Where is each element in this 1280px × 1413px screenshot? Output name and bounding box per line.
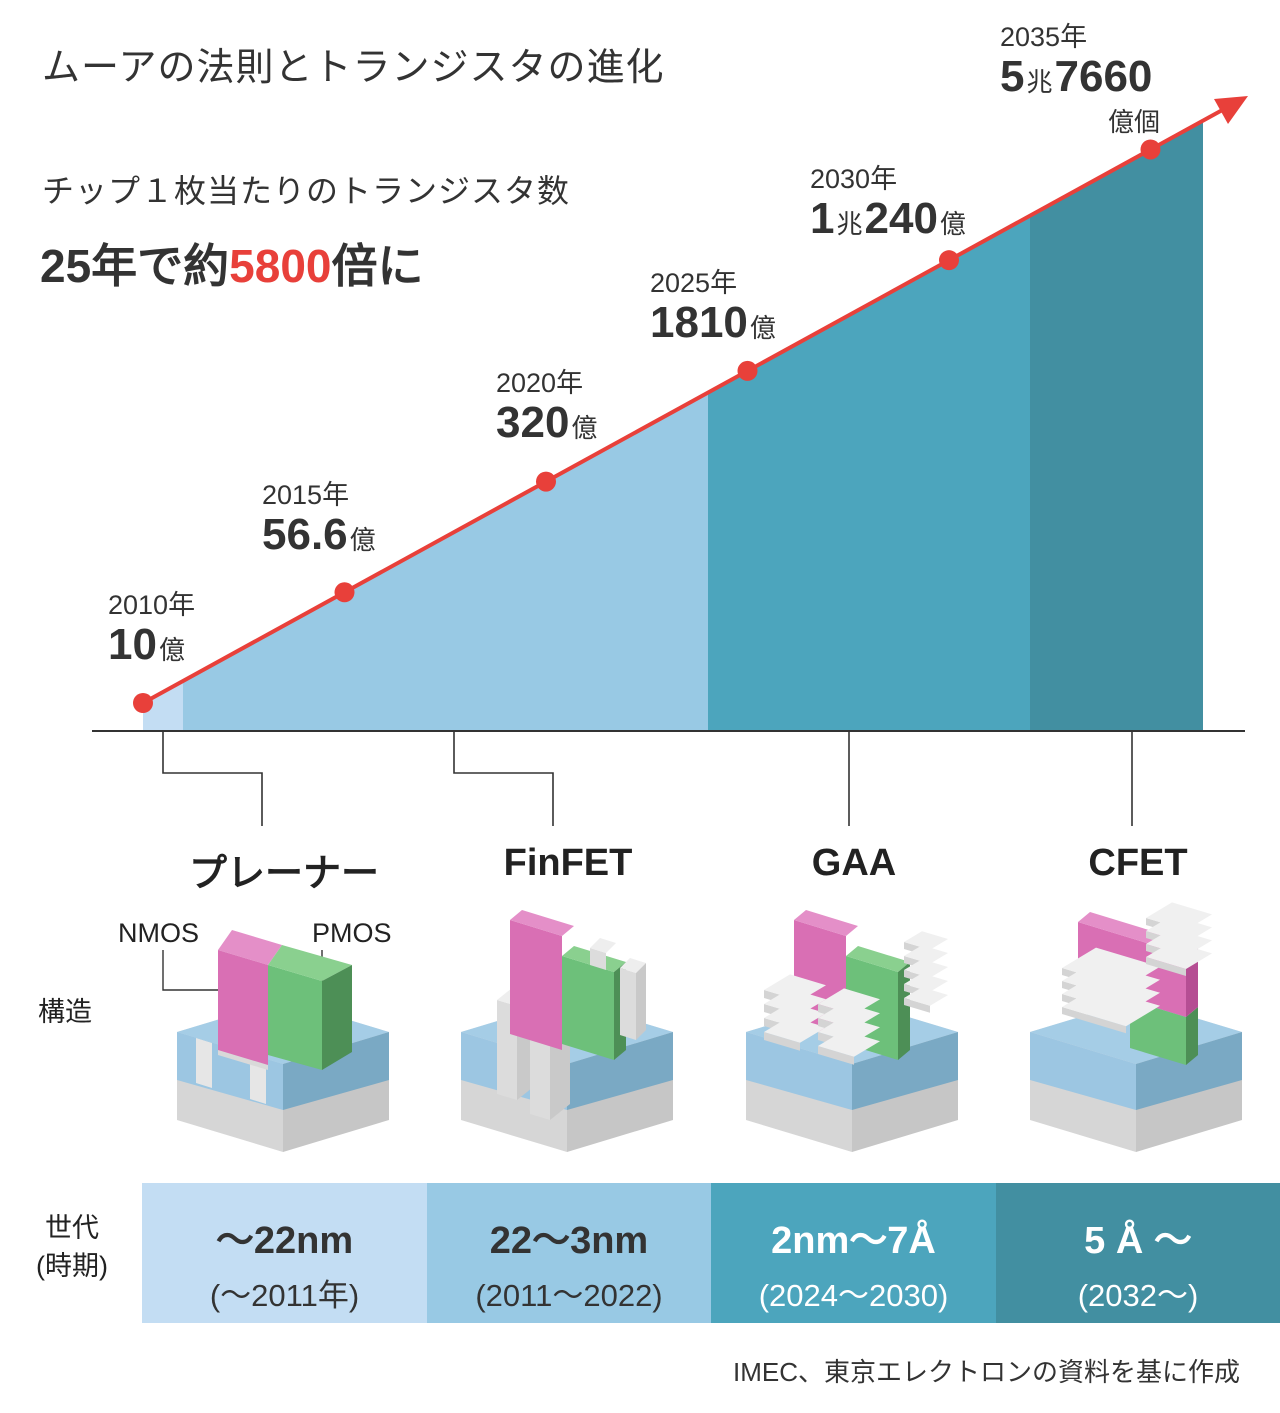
- year-2015: 2015年: [262, 480, 350, 510]
- label-2035: 2035年 5兆7660: [1000, 24, 1152, 99]
- tech-cfet: CFET: [1088, 842, 1188, 884]
- generation-planar: ～22nm (～2011年): [142, 1183, 427, 1323]
- headline: 25年で約5800倍に: [40, 230, 424, 296]
- year-2025: 2025年: [650, 268, 738, 298]
- gaa-sheet-front-1-top: [818, 1002, 880, 1029]
- generation-finfet-node: 22～3nm: [489, 1220, 649, 1262]
- year-2010: 2010年: [108, 590, 196, 620]
- gaa-sheet-front-3-top: [818, 1030, 880, 1057]
- chart-subtitle: チップ１枚当たりのトランジスタ数: [42, 173, 571, 209]
- nmos-label: NMOS: [118, 918, 199, 948]
- label-2020: 2020年 320億: [496, 370, 597, 445]
- gaa-sheet-front-0-top: [818, 988, 880, 1015]
- generation-label-1: 世代: [44, 1213, 99, 1243]
- gaa-structure: [746, 910, 958, 1152]
- year-2035: 2035年: [1000, 22, 1088, 52]
- headline-highlight: 5800: [229, 240, 332, 292]
- area-finfet: [183, 393, 708, 731]
- gaa-sheet-left-3-top: [764, 1016, 826, 1043]
- gaa-sheet-back-2-top: [904, 959, 948, 978]
- generation-label: 世代 (時期): [36, 1210, 108, 1286]
- chart-title: ムーアの法則とトランジスタの進化: [42, 47, 665, 89]
- cho-2030: 兆: [836, 209, 863, 239]
- gaa-sheet-left-1-top: [764, 988, 826, 1015]
- generation-planar-period: (～2011年): [209, 1278, 360, 1313]
- cfet-sheet-upper-3-front: [1062, 1007, 1126, 1034]
- year-2030: 2030年: [810, 164, 898, 194]
- gaa-sheet-left-3-front: [764, 1032, 800, 1051]
- cfet-sheet-back-3-front: [1146, 957, 1186, 976]
- label-2025: 2025年 1810億: [650, 270, 776, 345]
- generation-cfet-node: 5 Å ～: [1084, 1220, 1192, 1262]
- unit-2020: 億: [571, 413, 598, 443]
- generation-finfet: 22～3nm (2011～2022): [427, 1183, 711, 1323]
- gaa-sheet-back-4-top: [904, 987, 948, 1006]
- generation-gaa-period: (2024～2030): [758, 1278, 949, 1313]
- unit-2035: 億個: [1108, 107, 1161, 137]
- value-2030: 240: [864, 194, 938, 243]
- generation-gaa: 2nm～7Å (2024～2030): [711, 1183, 996, 1323]
- gaa-sheet-front-2-top: [818, 1016, 880, 1043]
- cfet-structure: [1030, 902, 1242, 1152]
- year-2020: 2020年: [496, 368, 584, 398]
- unit-2030: 億: [939, 209, 966, 239]
- leader-finfet: [453, 731, 554, 826]
- value-2025: 1810: [650, 298, 748, 347]
- value-2035: 7660: [1054, 52, 1153, 101]
- area-planar: [143, 682, 183, 731]
- headline-pre: 25年で約: [40, 240, 230, 292]
- generation-cfet-period: (2032～): [1077, 1278, 1199, 1313]
- data-point-2020: [536, 471, 556, 492]
- headline-post: 倍に: [331, 240, 424, 292]
- data-point-2035: [1140, 139, 1161, 160]
- data-point-2025: [737, 360, 758, 381]
- label-2010: 2010年 10億: [108, 592, 195, 667]
- value-2035-cho: 5: [1000, 52, 1025, 101]
- tech-gaa: GAA: [811, 842, 897, 884]
- generation-label-2: (時期): [36, 1250, 108, 1281]
- unit-2025: 億: [749, 313, 776, 343]
- trend-line: [142, 106, 1227, 705]
- unit-2015: 億: [349, 525, 376, 555]
- value-2015: 56.6: [262, 510, 348, 559]
- label-2015: 2015年 56.6億: [262, 482, 376, 557]
- data-point-2030: [939, 250, 959, 271]
- value-2010: 10: [108, 620, 157, 669]
- gaa-sheet-left-0-top: [764, 974, 826, 1001]
- tech-finfet: FinFET: [503, 842, 633, 884]
- source-note: IMEC、東京エレクトロンの資料を基に作成: [732, 1357, 1240, 1387]
- gaa-sheet-left-2-top: [764, 1002, 826, 1029]
- generation-gaa-node: 2nm～7Å: [771, 1220, 936, 1262]
- area-cfet: [1030, 121, 1203, 731]
- data-point-2015: [334, 582, 355, 603]
- data-point-2010: [133, 693, 153, 713]
- gaa-sheet-back-3-top: [904, 973, 948, 992]
- cho-2035: 兆: [1026, 67, 1053, 97]
- finfet-structure: [461, 910, 673, 1152]
- trend-arrowhead: [1214, 96, 1248, 124]
- gaa-sheet-front-3-front: [818, 1046, 854, 1065]
- pmos-label: PMOS: [312, 918, 392, 948]
- value-2020: 320: [496, 398, 570, 447]
- gaa-sheet-back-0-top: [904, 931, 948, 950]
- generation-finfet-period: (2011～2022): [475, 1278, 663, 1313]
- value-2030-cho: 1: [810, 194, 835, 243]
- generation-cfet: 5 Å ～ (2032～): [996, 1183, 1280, 1323]
- structure-label: 構造: [38, 997, 92, 1027]
- generation-planar-node: ～22nm: [215, 1220, 354, 1262]
- cfet-sheet-back-3-top: [1146, 941, 1212, 969]
- unit-2010: 億: [158, 635, 185, 665]
- nmos-callout-line: [162, 950, 232, 991]
- planar-structure: [177, 930, 389, 1152]
- cfet-sheet-upper-3-top: [1062, 986, 1160, 1027]
- leader-planar: [162, 731, 263, 826]
- label-2030: 2030年 1兆240億: [810, 166, 966, 241]
- gaa-sheet-back-1-top: [904, 945, 948, 964]
- gaa-sheet-back-4-front: [904, 998, 930, 1013]
- area-gaa: [708, 216, 1030, 731]
- tech-planar: プレーナー: [188, 853, 379, 895]
